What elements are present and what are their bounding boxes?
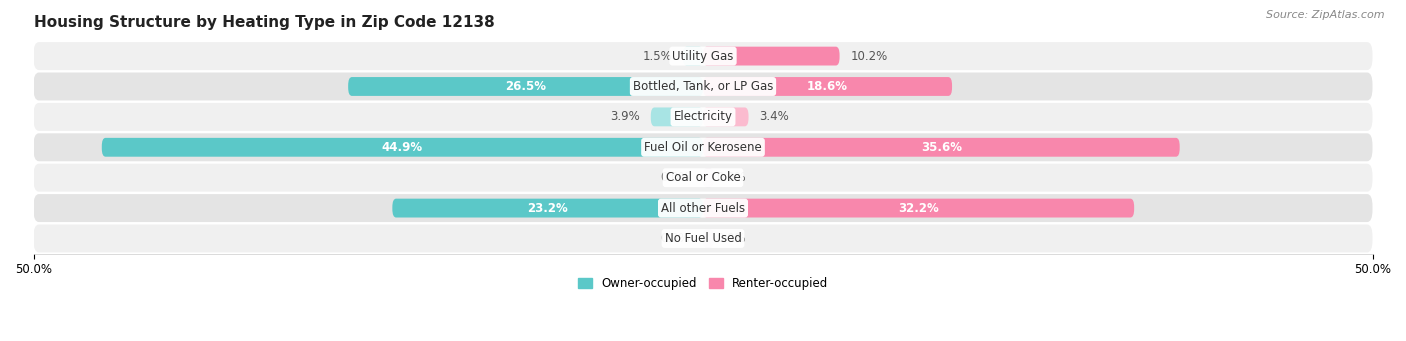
Legend: Owner-occupied, Renter-occupied: Owner-occupied, Renter-occupied bbox=[572, 272, 834, 295]
FancyBboxPatch shape bbox=[703, 77, 952, 96]
Text: Coal or Coke: Coal or Coke bbox=[665, 171, 741, 184]
FancyBboxPatch shape bbox=[683, 47, 703, 65]
FancyBboxPatch shape bbox=[34, 133, 1372, 161]
Text: 3.9%: 3.9% bbox=[610, 110, 640, 123]
FancyBboxPatch shape bbox=[703, 47, 839, 65]
Text: 0.0%: 0.0% bbox=[717, 171, 747, 184]
FancyBboxPatch shape bbox=[101, 138, 703, 157]
Text: No Fuel Used: No Fuel Used bbox=[665, 232, 741, 245]
FancyBboxPatch shape bbox=[34, 73, 1372, 101]
FancyBboxPatch shape bbox=[703, 229, 714, 248]
Text: Utility Gas: Utility Gas bbox=[672, 49, 734, 63]
Text: 18.6%: 18.6% bbox=[807, 80, 848, 93]
Text: 3.4%: 3.4% bbox=[759, 110, 789, 123]
FancyBboxPatch shape bbox=[34, 103, 1372, 131]
Text: Source: ZipAtlas.com: Source: ZipAtlas.com bbox=[1267, 10, 1385, 20]
FancyBboxPatch shape bbox=[703, 138, 1180, 157]
FancyBboxPatch shape bbox=[392, 199, 703, 218]
Text: Bottled, Tank, or LP Gas: Bottled, Tank, or LP Gas bbox=[633, 80, 773, 93]
FancyBboxPatch shape bbox=[34, 164, 1372, 192]
Text: Fuel Oil or Kerosene: Fuel Oil or Kerosene bbox=[644, 141, 762, 154]
FancyBboxPatch shape bbox=[703, 229, 714, 248]
FancyBboxPatch shape bbox=[34, 194, 1372, 222]
Text: Electricity: Electricity bbox=[673, 110, 733, 123]
FancyBboxPatch shape bbox=[703, 107, 748, 126]
FancyBboxPatch shape bbox=[349, 77, 703, 96]
FancyBboxPatch shape bbox=[703, 199, 1135, 218]
Text: 10.2%: 10.2% bbox=[851, 49, 887, 63]
Text: 0.0%: 0.0% bbox=[659, 171, 689, 184]
FancyBboxPatch shape bbox=[651, 107, 703, 126]
Text: 32.2%: 32.2% bbox=[898, 202, 939, 214]
FancyBboxPatch shape bbox=[34, 42, 1372, 70]
Text: 0.0%: 0.0% bbox=[659, 232, 689, 245]
Text: 0.0%: 0.0% bbox=[717, 232, 747, 245]
FancyBboxPatch shape bbox=[703, 168, 714, 187]
Text: Housing Structure by Heating Type in Zip Code 12138: Housing Structure by Heating Type in Zip… bbox=[34, 15, 495, 30]
Text: 26.5%: 26.5% bbox=[505, 80, 546, 93]
Text: 1.5%: 1.5% bbox=[643, 49, 672, 63]
FancyBboxPatch shape bbox=[34, 224, 1372, 252]
FancyBboxPatch shape bbox=[703, 168, 714, 187]
Text: All other Fuels: All other Fuels bbox=[661, 202, 745, 214]
Text: 44.9%: 44.9% bbox=[382, 141, 423, 154]
Text: 23.2%: 23.2% bbox=[527, 202, 568, 214]
Text: 35.6%: 35.6% bbox=[921, 141, 962, 154]
